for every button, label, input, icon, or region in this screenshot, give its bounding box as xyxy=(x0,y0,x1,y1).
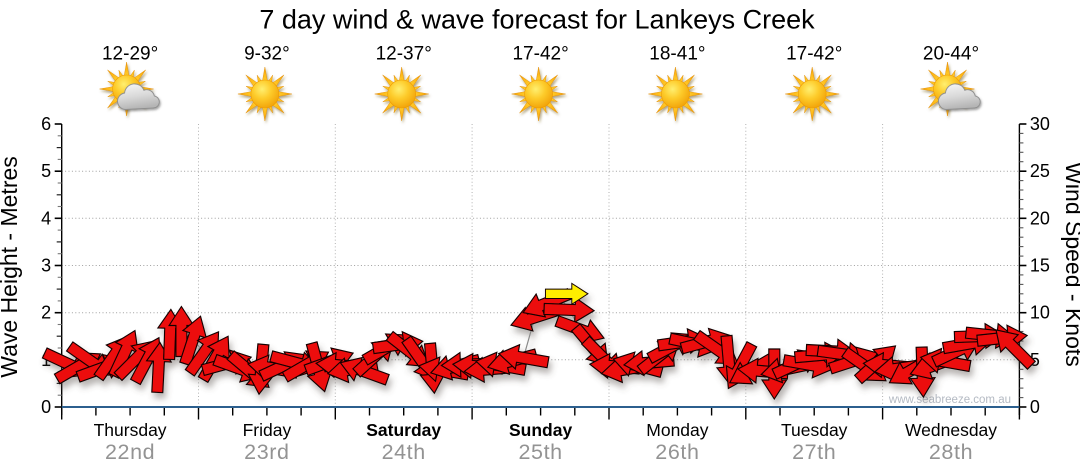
svg-text:22nd: 22nd xyxy=(105,440,155,464)
svg-text:30: 30 xyxy=(1030,114,1050,134)
svg-text:12-29°: 12-29° xyxy=(102,44,158,65)
svg-text:5: 5 xyxy=(1030,350,1040,370)
svg-text:28th: 28th xyxy=(929,440,973,464)
svg-text:17-42°: 17-42° xyxy=(786,44,842,65)
svg-text:Friday: Friday xyxy=(243,420,292,440)
svg-text:26th: 26th xyxy=(655,440,699,464)
svg-text:27th: 27th xyxy=(792,440,836,464)
svg-text:Wind Speed - Knots: Wind Speed - Knots xyxy=(1061,162,1080,367)
svg-text:Wave Height - Metres: Wave Height - Metres xyxy=(0,156,22,378)
svg-text:4: 4 xyxy=(41,208,51,228)
svg-text:Wednesday: Wednesday xyxy=(905,420,997,440)
svg-text:Monday: Monday xyxy=(646,420,709,440)
svg-text:Tuesday: Tuesday xyxy=(781,420,848,440)
svg-text:9-32°: 9-32° xyxy=(244,44,290,65)
svg-text:15: 15 xyxy=(1030,256,1050,276)
svg-text:7 day wind & wave forecast for: 7 day wind & wave forecast for Lankeys C… xyxy=(259,5,815,35)
svg-text:25th: 25th xyxy=(518,440,562,464)
svg-text:12-37°: 12-37° xyxy=(376,44,432,65)
svg-text:18-41°: 18-41° xyxy=(649,44,705,65)
svg-text:20-44°: 20-44° xyxy=(923,44,979,65)
svg-text:25: 25 xyxy=(1030,161,1050,181)
svg-text:3: 3 xyxy=(41,256,51,276)
svg-text:0: 0 xyxy=(1030,397,1040,417)
svg-text:20: 20 xyxy=(1030,208,1050,228)
svg-text:24th: 24th xyxy=(382,440,426,464)
svg-text:17-42°: 17-42° xyxy=(512,44,568,65)
svg-text:2: 2 xyxy=(41,303,51,323)
svg-text:Sunday: Sunday xyxy=(509,420,572,440)
svg-text:10: 10 xyxy=(1030,303,1050,323)
svg-text:5: 5 xyxy=(41,161,51,181)
svg-text:Thursday: Thursday xyxy=(94,420,167,440)
svg-text:Saturday: Saturday xyxy=(366,420,441,440)
svg-text:6: 6 xyxy=(41,114,51,134)
svg-text:www.seabreeze.com.au: www.seabreeze.com.au xyxy=(888,394,1011,406)
svg-text:23rd: 23rd xyxy=(244,440,289,464)
svg-text:0: 0 xyxy=(41,397,51,417)
